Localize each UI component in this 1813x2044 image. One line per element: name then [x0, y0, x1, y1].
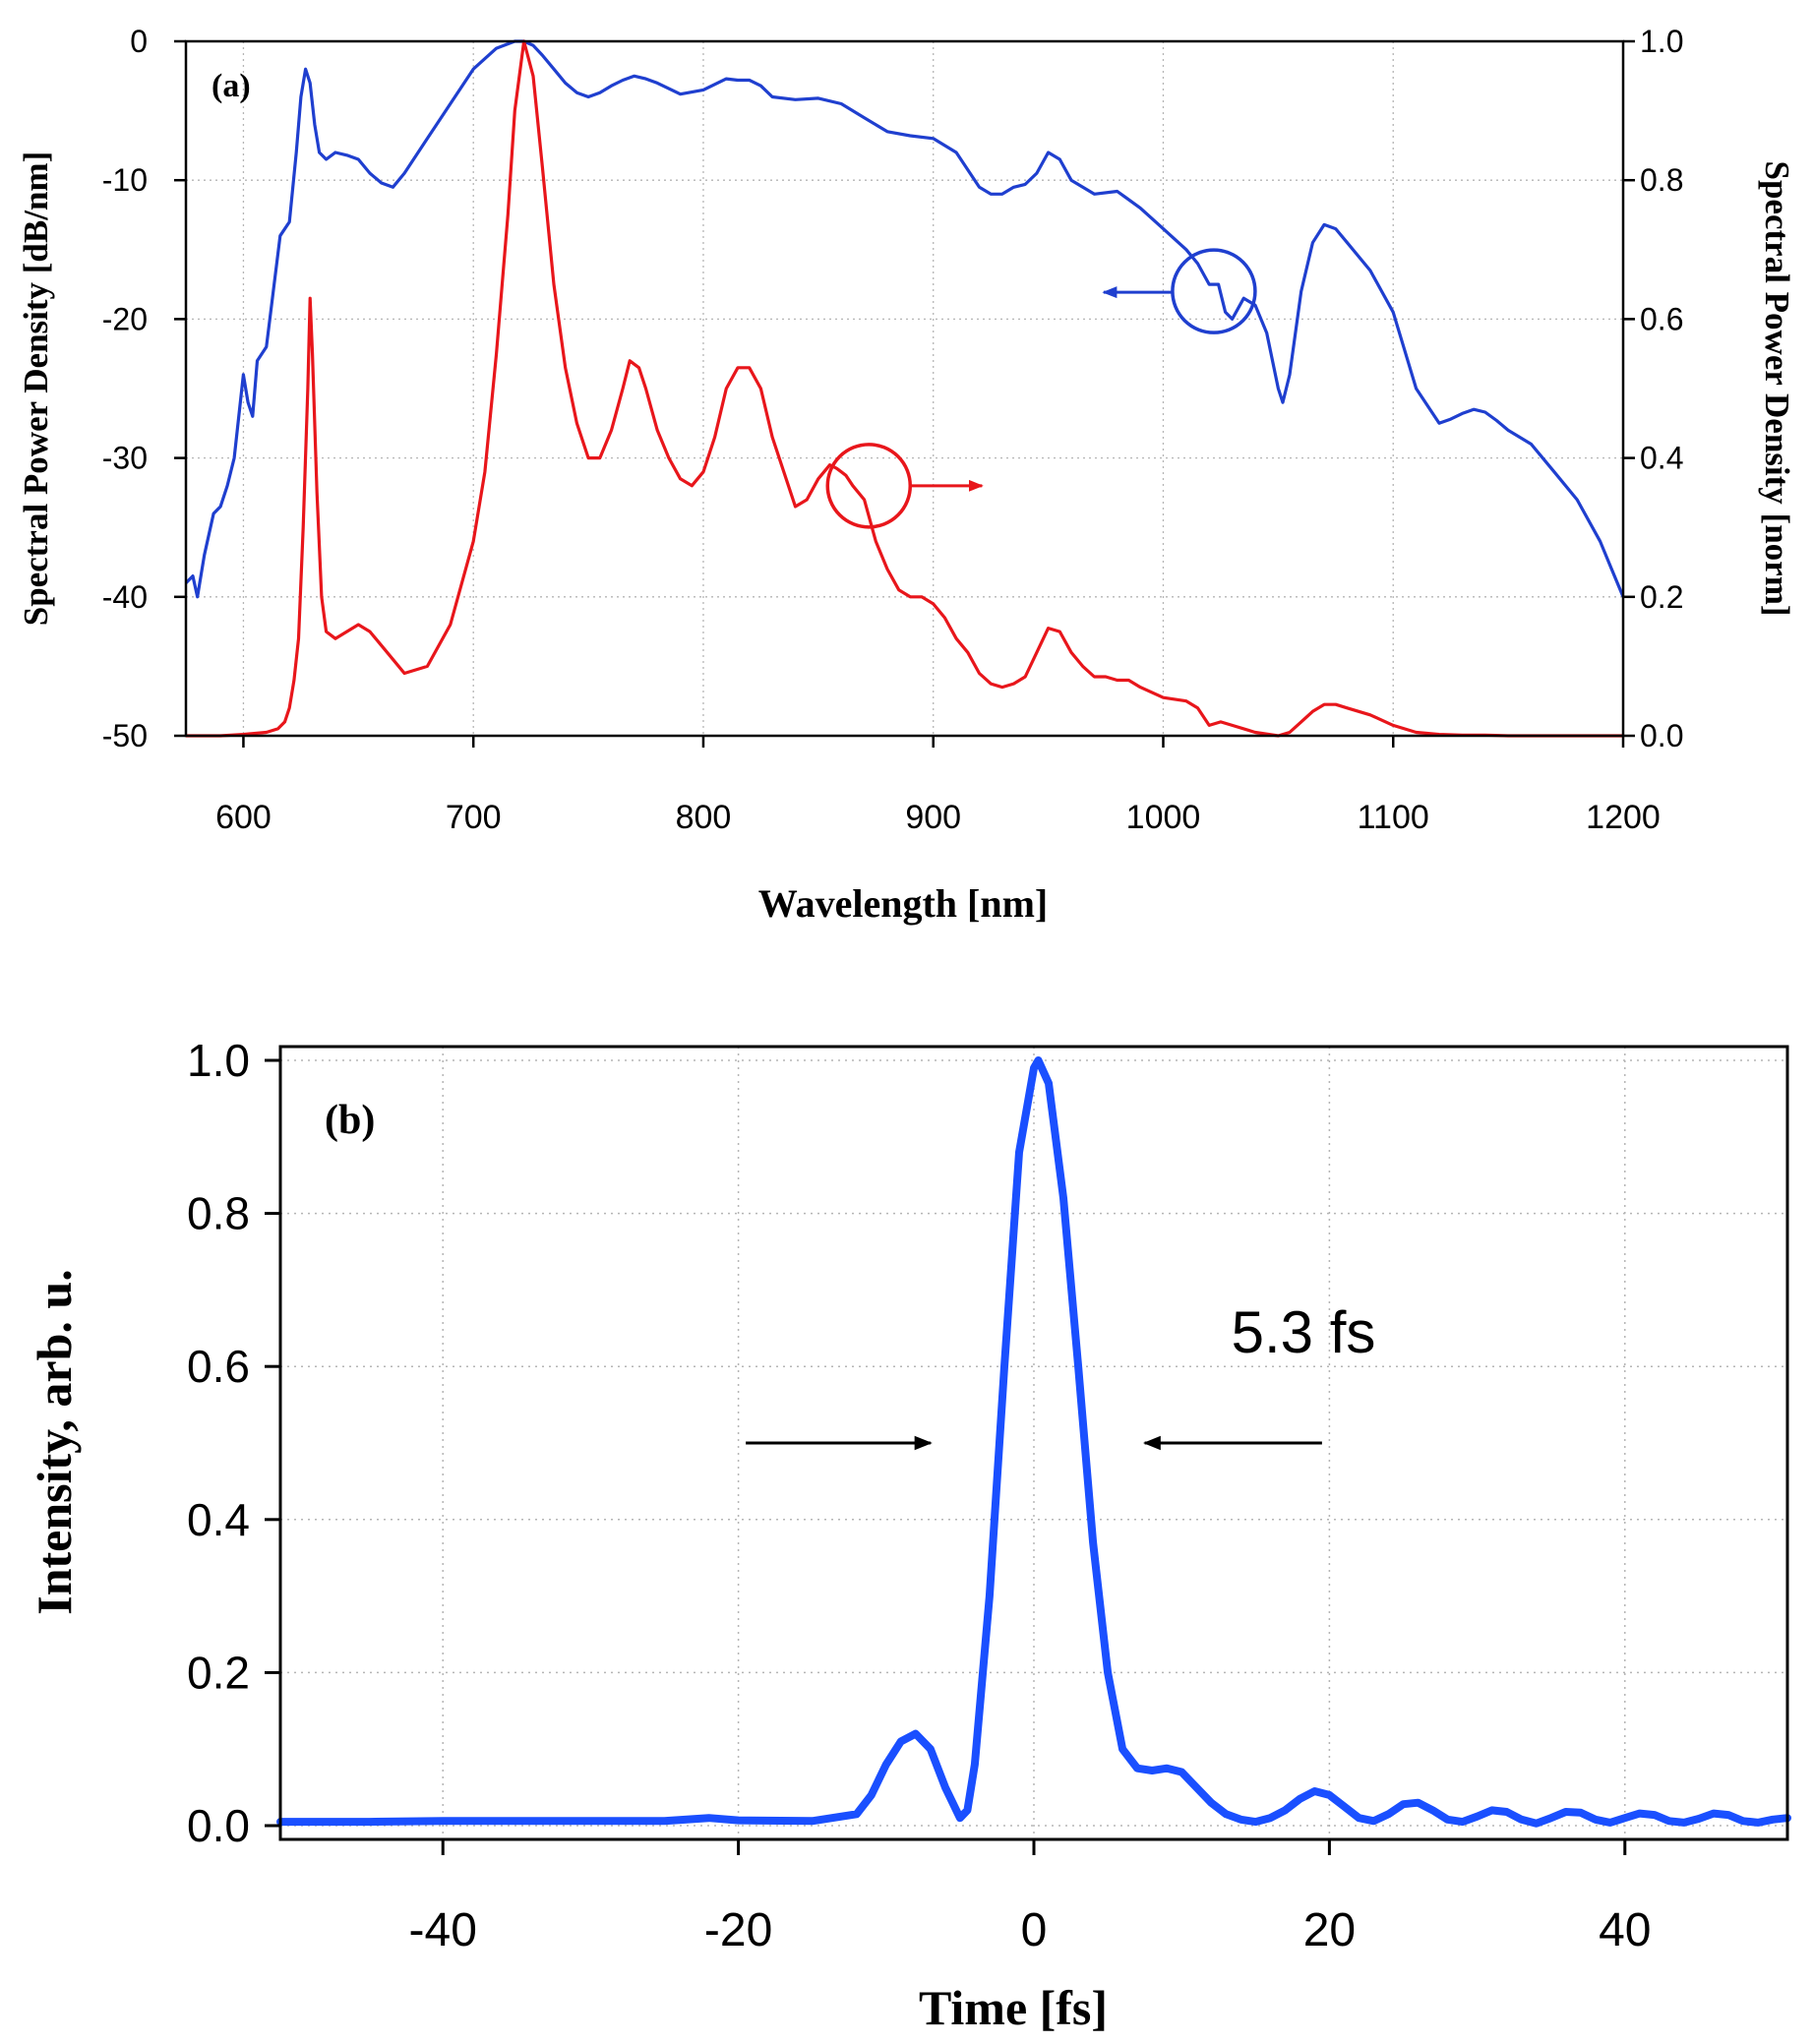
- panel-b-chart: -40 -20 0 20 40 1.0 0.8 0.6 0.4 0.2 0.0 (b) Time […: [27, 1035, 1791, 2035]
- panel-b-y-axis-title: Intensity, arb. u.: [27, 1269, 82, 1614]
- panel-a-x-axis-title: Wavelength [nm]: [758, 881, 1048, 926]
- panel-b-x-tick-label: 40: [1599, 1904, 1651, 1956]
- panel-a-x-tick-label: 800: [676, 799, 732, 836]
- panel-b-label: (b): [325, 1098, 375, 1143]
- panel-b-y-tick-label: 0.4: [187, 1494, 250, 1545]
- panel-a-x-tick-label: 700: [446, 799, 502, 836]
- panel-a-right-tick-label: 0.0: [1640, 718, 1683, 753]
- panel-a-grid: [186, 40, 1624, 737]
- panel-a-left-tick-label: -40: [102, 579, 148, 615]
- panel-a-left-tick-label: -10: [102, 162, 148, 198]
- panel-b-y-tick-label: 0.6: [187, 1341, 250, 1392]
- panel-a-right-tick-label: 1.0: [1640, 24, 1683, 59]
- panel-a-ticks: 600 700 800 900 1000 1100 1200 0 -10 -20 -30 -40 -50…: [102, 24, 1684, 836]
- panel-a-right-tick-label: 0.8: [1640, 162, 1683, 198]
- panel-a-series: [184, 39, 1625, 738]
- panel-a-right-tick-label: 0.6: [1640, 301, 1683, 336]
- panel-a-right-tick-label: 0.4: [1640, 441, 1683, 476]
- panel-a-label: (a): [212, 68, 251, 104]
- panel-b-x-axis-title: Time [fs]: [919, 1980, 1108, 2035]
- panel-a-left-tick-label: -20: [102, 301, 148, 336]
- panel-a-left-tick-label: -30: [102, 441, 148, 476]
- panel-b-x-tick-label: -40: [409, 1904, 477, 1956]
- panel-a-series-blue-line: [184, 39, 1625, 599]
- panel-a-right-axis-title: Spectral Power Density [norm]: [1758, 161, 1796, 617]
- fwhm-label: 5.3 fs: [1232, 1299, 1376, 1365]
- panel-b-x-tick-label: 0: [1021, 1904, 1048, 1956]
- panel-a-x-tick-label: 1100: [1358, 799, 1429, 836]
- panel-a-plot-frame: [184, 39, 1625, 738]
- panel-b-x-tick-label: 20: [1303, 1904, 1356, 1956]
- panel-b-y-tick-label: 0.8: [187, 1188, 250, 1239]
- blue-series-axis-marker-circle: [1171, 248, 1257, 334]
- panel-b-y-tick-label: 0.2: [187, 1647, 250, 1698]
- panel-b-ticks: -40 -20 0 20 40 1.0 0.8 0.6 0.4 0.2 0.0: [187, 1035, 1651, 1956]
- panel-b-series: [276, 1056, 1791, 1828]
- panel-b-grid: [280, 1047, 1787, 1839]
- panel-b-y-tick-label: 1.0: [187, 1035, 250, 1086]
- panel-a-x-tick-label: 1000: [1126, 799, 1201, 836]
- panel-a-right-tick-label: 0.2: [1640, 579, 1683, 615]
- panel-b-pulse-line: [276, 1056, 1791, 1828]
- panel-a-left-tick-label: -50: [102, 718, 148, 753]
- panel-b-x-tick-label: -20: [704, 1904, 772, 1956]
- panel-a-x-tick-label: 900: [905, 799, 961, 836]
- panel-a-left-axis-title: Spectral Power Density [dB/nm]: [17, 151, 55, 627]
- panel-a-series-red-line: [186, 39, 1623, 738]
- panel-a-left-tick-label: 0: [130, 24, 148, 59]
- panel-a-annotations: [825, 248, 1257, 529]
- panel-a-x-tick-label: 600: [215, 799, 272, 836]
- panel-a-x-tick-label: 1200: [1586, 799, 1661, 836]
- panel-a-chart: 600 700 800 900 1000 1100 1200 0 -10 -20 -30 -40 -50…: [17, 24, 1796, 926]
- panel-b-y-tick-label: 0.0: [187, 1800, 250, 1851]
